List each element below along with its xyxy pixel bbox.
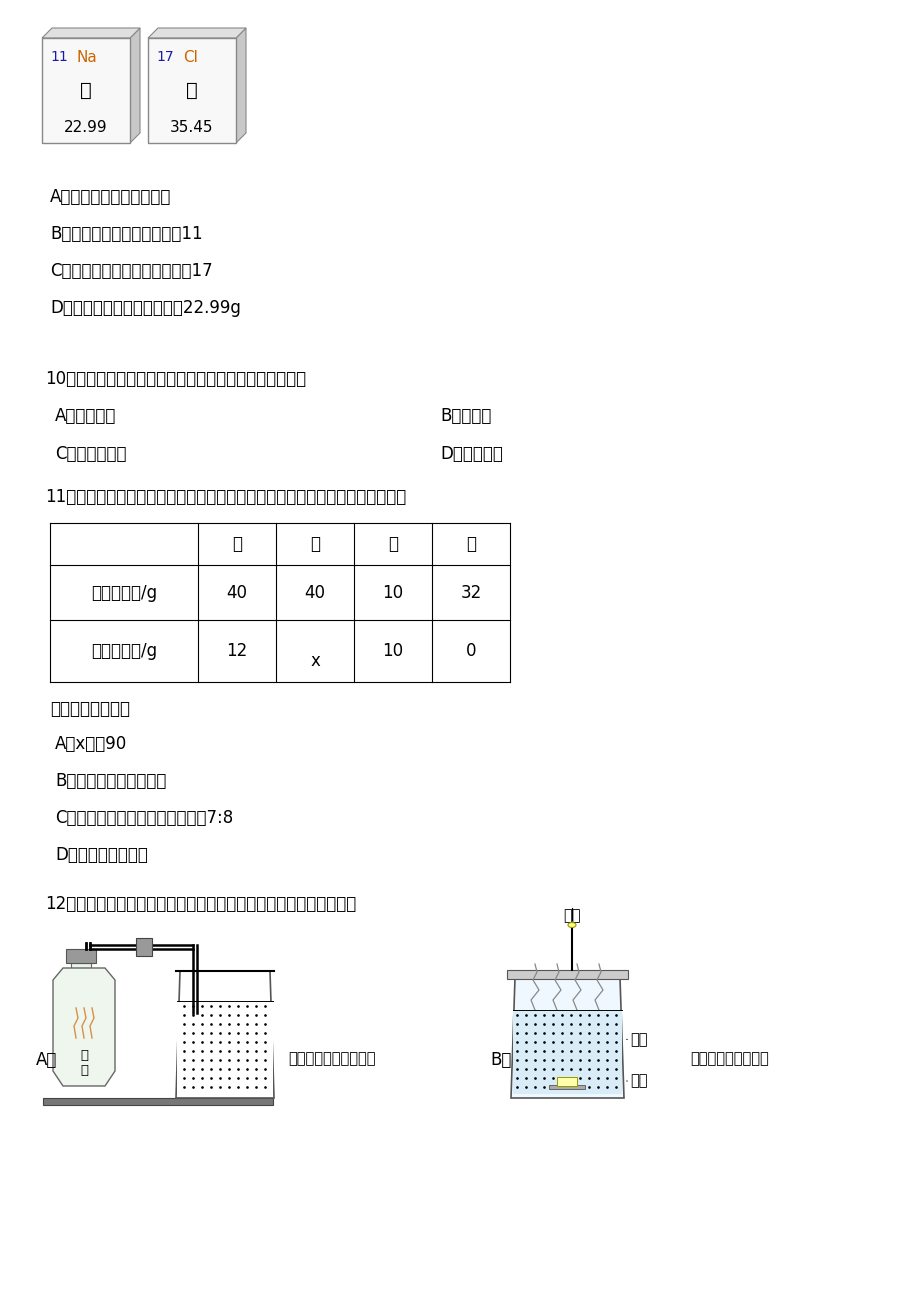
Text: 白砙: 白砙 (562, 907, 580, 923)
Text: 10: 10 (382, 642, 403, 660)
Ellipse shape (567, 923, 575, 927)
Text: 测定空气中氧气的含量: 测定空气中氧气的含量 (288, 1051, 375, 1066)
Text: 丁: 丁 (466, 535, 475, 553)
Text: 热水: 热水 (630, 1032, 647, 1047)
Polygon shape (236, 29, 245, 143)
Text: C．氯元素原子的核外电子数为17: C．氯元素原子的核外电子数为17 (50, 262, 212, 280)
Bar (506, 970, 628, 979)
Text: 丙: 丙 (388, 535, 398, 553)
Text: A．: A． (36, 1051, 57, 1069)
Text: A．氯元素属于非金属元素: A．氯元素属于非金属元素 (50, 187, 171, 206)
Text: Cl: Cl (183, 49, 198, 65)
Bar (71, 963, 91, 991)
Text: 22.99: 22.99 (64, 121, 108, 135)
Polygon shape (42, 29, 140, 38)
Text: 0: 0 (465, 642, 476, 660)
Text: 反应后质量/g: 反应后质量/g (91, 642, 157, 660)
Bar (513, 1010, 621, 1094)
Text: 探究燃烧的三个条件: 探究燃烧的三个条件 (689, 1051, 768, 1066)
Text: 乙: 乙 (310, 535, 320, 553)
Text: B．钐元素原子的核电荷数为11: B．钐元素原子的核电荷数为11 (50, 225, 202, 243)
Text: B．该反应属于分解反应: B．该反应属于分解反应 (55, 772, 166, 790)
Text: 40: 40 (304, 583, 325, 602)
Text: 12．如图是某兴趣小组设计的四个实验装置，其中实验能够成功的是: 12．如图是某兴趣小组设计的四个实验装置，其中实验能够成功的是 (45, 894, 356, 913)
Text: 12: 12 (226, 642, 247, 660)
Text: 35.45: 35.45 (170, 121, 213, 135)
Text: 反应前质量/g: 反应前质量/g (91, 583, 157, 602)
Bar (148, 38, 236, 143)
Text: D．菜刀生锈: D．菜刀生锈 (439, 445, 503, 464)
Text: C．参加反应的甲与丁的质量比为7:8: C．参加反应的甲与丁的质量比为7:8 (55, 809, 233, 827)
Text: 11．一密闭容器内有甲、乙、丙、丁四种物质测得反应前后各物质的质量如下：: 11．一密闭容器内有甲、乙、丙、丁四种物质测得反应前后各物质的质量如下： (45, 488, 406, 506)
Text: 10: 10 (382, 583, 403, 602)
Text: D．钐元素的相对原子质量为22.99g: D．钐元素的相对原子质量为22.99g (50, 299, 241, 316)
Bar (549, 1085, 584, 1088)
Text: 40: 40 (226, 583, 247, 602)
Bar (136, 937, 152, 956)
Text: 下列说法正确的是: 下列说法正确的是 (50, 700, 130, 717)
Text: C．天然气燃烧: C．天然气燃烧 (55, 445, 127, 464)
Text: B．水沦腾: B．水沦腾 (439, 408, 491, 424)
Text: 钐: 钐 (80, 81, 92, 99)
Text: 甲: 甲 (232, 535, 242, 553)
Polygon shape (148, 29, 245, 38)
Text: D．丙一定是催化剖: D．丙一定是催化剖 (55, 846, 148, 865)
Bar (43, 1098, 273, 1105)
Text: 10．家庭厨房中常发生下列变化，其中属于物理变化的是: 10．家庭厨房中常发生下列变化，其中属于物理变化的是 (45, 370, 306, 388)
Polygon shape (510, 978, 623, 1098)
Text: x: x (310, 652, 320, 671)
Text: A．食物腐败: A．食物腐败 (55, 408, 116, 424)
Text: 氯: 氯 (186, 81, 198, 99)
Bar (176, 1001, 273, 1094)
Text: 炭
粉: 炭 粉 (80, 1049, 88, 1077)
Bar (66, 949, 96, 963)
Polygon shape (53, 967, 115, 1086)
Polygon shape (130, 29, 140, 143)
Text: B．: B． (490, 1051, 511, 1069)
Text: 白砙: 白砙 (630, 1074, 647, 1088)
Bar (42, 38, 130, 143)
Text: Na: Na (77, 49, 97, 65)
Text: 32: 32 (460, 583, 482, 602)
Text: 17: 17 (156, 49, 174, 64)
Text: 11: 11 (50, 49, 68, 64)
Text: A．x等于90: A．x等于90 (55, 736, 127, 753)
Bar (556, 1077, 576, 1086)
